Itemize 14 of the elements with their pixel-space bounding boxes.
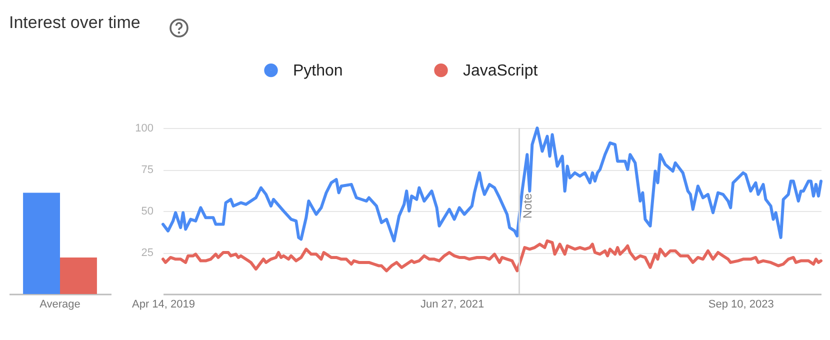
line-series (162, 239, 822, 272)
x-tick-label: Sep 10, 2023 (708, 298, 774, 310)
legend-label: Python (293, 62, 343, 80)
legend-label: JavaScript (463, 62, 538, 80)
chart-title: Interest over time (9, 13, 140, 32)
y-tick-label: 25 (141, 247, 154, 259)
y-tick-label: 75 (141, 164, 154, 176)
x-tick-label: Jun 27, 2021 (420, 298, 484, 310)
ref-line-label: Note (520, 193, 534, 219)
line-series (162, 126, 822, 242)
x-tick-label: Average (40, 298, 80, 310)
y-tick-label: 50 (141, 206, 154, 218)
x-tick-label: Apr 14, 2019 (132, 298, 195, 310)
y-tick-label: 100 (135, 122, 154, 134)
